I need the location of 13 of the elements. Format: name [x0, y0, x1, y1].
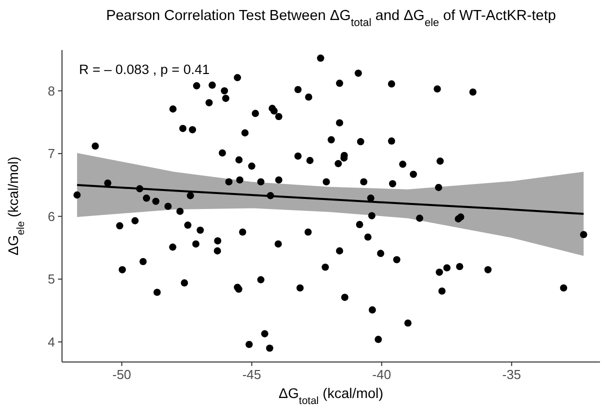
y-tick-label: 4 — [48, 334, 55, 350]
x-tick-label: -50 — [112, 367, 132, 382]
chart-title: Pearson Correlation Test Between ΔG$_{total}$ and ΔG$_{ele}$ of WT-ActKR-tetp — [106, 8, 556, 29]
x-tick-label: -35 — [502, 367, 522, 382]
x-tick-label: -40 — [372, 367, 392, 382]
y-tick-label: 8 — [48, 83, 55, 98]
y-tick-label: 7 — [48, 146, 55, 162]
y-tick-label: 6 — [48, 208, 55, 224]
x-tick-label: -45 — [242, 367, 262, 382]
line-series — [76, 184, 585, 215]
annotation: R = – 0.083 , p = 0.41 — [79, 62, 210, 77]
y-tick-label: 5 — [48, 272, 55, 287]
x-axis-title: ΔG$_{total}$ (kcal/mol) — [278, 385, 384, 406]
